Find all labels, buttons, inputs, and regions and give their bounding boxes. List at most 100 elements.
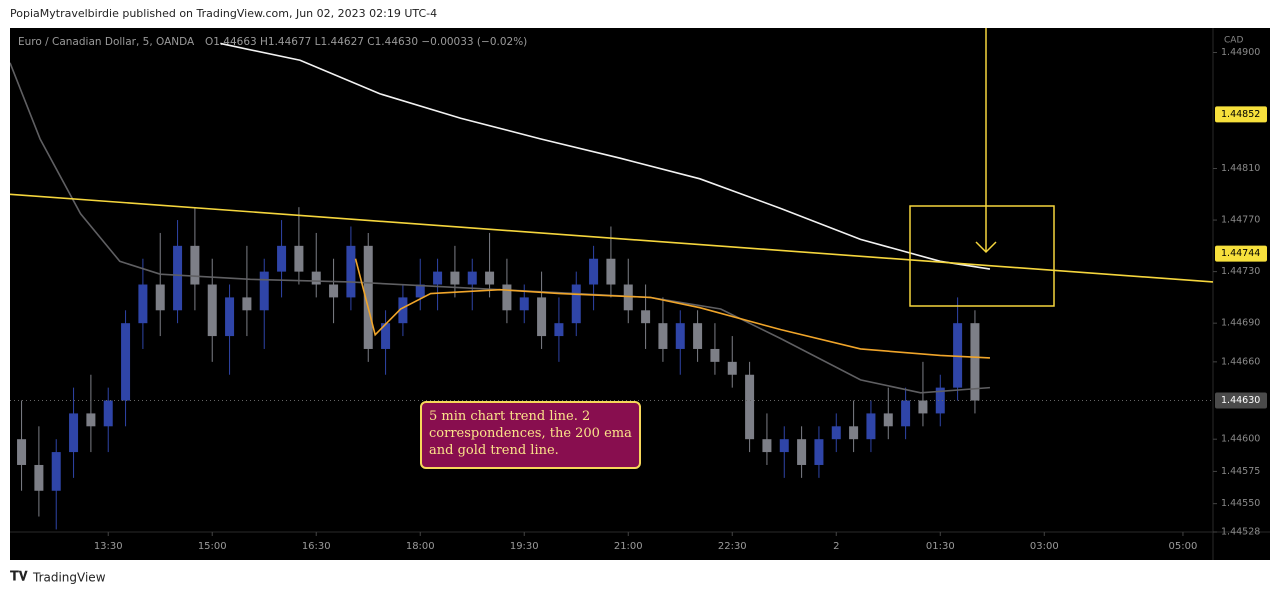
candle-body (779, 439, 789, 453)
candle-body (831, 426, 841, 440)
candle-body (623, 284, 633, 311)
x-tick-label: 13:30 (94, 541, 123, 552)
candle-body (155, 284, 165, 311)
price-marker (1215, 392, 1267, 409)
price-marker (1215, 245, 1267, 262)
x-tick-label: 15:00 (198, 541, 227, 552)
y-tick-label: 1.44730 (1221, 266, 1260, 277)
x-tick-label: 01:30 (926, 541, 955, 552)
candle-body (797, 439, 807, 465)
plot (10, 42, 1213, 530)
header: PopiaMytravelbirdie published on Trading… (10, 7, 437, 20)
price-marker-label: 1.44852 (1221, 109, 1260, 120)
candle-body (450, 271, 460, 285)
candle-body (398, 297, 408, 324)
candle-body (294, 245, 304, 272)
y-tick-label: 1.44600 (1221, 434, 1260, 445)
candle-body (259, 271, 269, 311)
candle-body (86, 413, 96, 427)
indicator-line (10, 62, 991, 394)
x-tick-label: 05:00 (1169, 541, 1198, 552)
candle-body (51, 452, 61, 491)
candle-body (849, 426, 859, 440)
candle-body (866, 413, 876, 440)
chart-title: Euro / Canadian Dollar, 5, OANDA (18, 36, 195, 48)
y-tick-label: 1.44690 (1221, 318, 1260, 329)
x-tick-label: 19:30 (510, 541, 539, 552)
y-tick-label: 1.44770 (1221, 215, 1260, 226)
candle-body (138, 284, 148, 324)
candle-body (34, 464, 44, 491)
x-tick-label: 16:30 (302, 541, 331, 552)
y-tick-label: 1.44550 (1221, 498, 1260, 509)
logo: T𝐕 (10, 570, 28, 585)
candle-body (190, 245, 200, 285)
x-tick-label: 2 (833, 541, 839, 552)
x-tick-label: 22:30 (718, 541, 747, 552)
candle-body (675, 323, 685, 349)
ohlc-legend: O1.44663 H1.44677 L1.44627 C1.44630 −0.0… (205, 36, 527, 48)
candle-body (433, 271, 443, 285)
candle-body (918, 400, 928, 414)
y-tick-label: 1.44660 (1221, 356, 1260, 367)
footer: TradingView (32, 571, 106, 585)
y-tick-label: 1.44528 (1221, 527, 1260, 538)
candle-body (537, 297, 547, 337)
candle-body (173, 245, 183, 311)
candle-body (329, 284, 339, 298)
currency: CAD (1224, 36, 1243, 46)
candle-body (554, 323, 564, 337)
x-tick-label: 21:00 (614, 541, 643, 552)
candle-body (589, 258, 599, 285)
candle-body (467, 271, 477, 285)
candle-body (502, 284, 512, 311)
candle-body (901, 400, 911, 427)
candle-body (69, 413, 79, 453)
arrow-head (975, 241, 997, 254)
candle-body (346, 245, 356, 298)
candle-body (571, 284, 581, 324)
candle-body (935, 387, 945, 414)
candle-body (277, 245, 287, 272)
annotation: 5 min chart trend line. 2 correspondence… (420, 401, 641, 469)
candle-body (745, 374, 755, 440)
candle-body (814, 439, 824, 465)
candle-body (485, 271, 495, 285)
y-tick-label: 1.44810 (1221, 163, 1260, 174)
x-tick-label: 03:00 (1030, 541, 1059, 552)
candle-body (207, 284, 217, 337)
candle-body (103, 400, 113, 427)
highlight-box (909, 205, 1055, 307)
candle-body (121, 323, 131, 401)
chart-background (10, 28, 1270, 560)
candle-body (415, 284, 425, 298)
candle-body (606, 258, 616, 285)
candle-body (311, 271, 321, 285)
indicator-line (10, 193, 1213, 283)
candle-body (363, 245, 373, 349)
price-marker-label: 1.44630 (1221, 395, 1260, 406)
price-marker-label: 1.44744 (1221, 248, 1260, 259)
candle-body (693, 323, 703, 349)
candle-body (17, 439, 27, 465)
candle-body (727, 361, 737, 375)
candle-body (710, 348, 720, 362)
candle-body (883, 413, 893, 427)
candle-body (953, 323, 963, 388)
y-tick-label: 1.44575 (1221, 466, 1260, 477)
indicator-line (220, 42, 991, 270)
candle-body (225, 297, 235, 337)
candle-body (762, 439, 772, 453)
candle-body (641, 310, 651, 324)
candle-body (242, 297, 252, 311)
price-marker (1215, 106, 1267, 123)
y-tick-label: 1.44900 (1221, 47, 1260, 58)
indicator-line (354, 258, 991, 359)
candle-body (519, 297, 529, 311)
candle-body (658, 323, 668, 349)
candle-body (970, 323, 980, 401)
x-tick-label: 18:00 (406, 541, 435, 552)
candle-body (381, 323, 391, 349)
